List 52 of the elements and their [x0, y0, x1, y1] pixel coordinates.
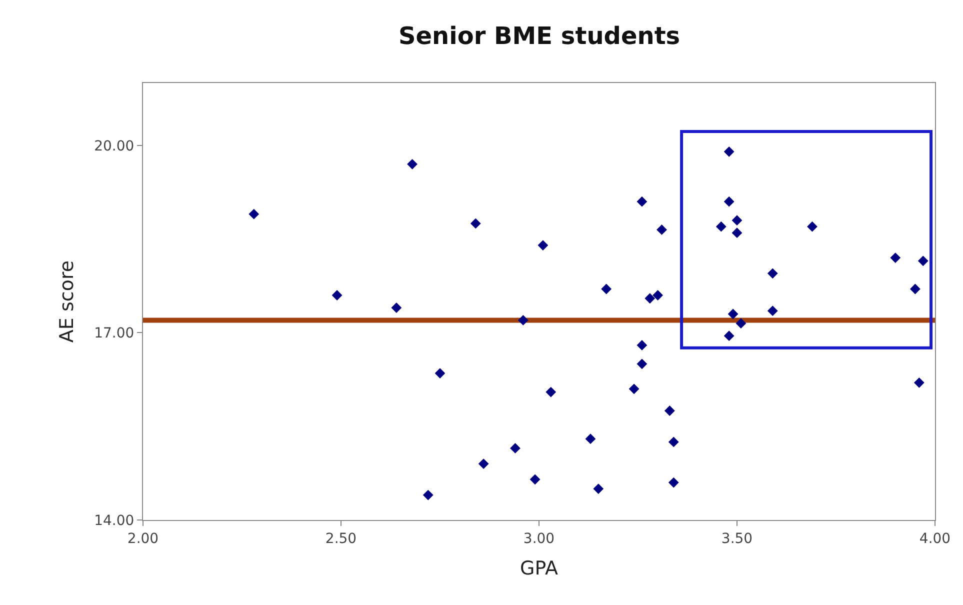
- point: [470, 218, 481, 229]
- point: [910, 284, 920, 294]
- point: [656, 224, 667, 235]
- point: [538, 240, 548, 251]
- point: [767, 306, 778, 316]
- x-axis-title: GPA: [520, 558, 558, 580]
- x-tick-label: 2.50: [325, 530, 357, 547]
- point: [732, 228, 742, 238]
- x-tick-label: 3.00: [523, 530, 555, 547]
- point: [716, 221, 726, 232]
- x-tick-label: 4.00: [919, 530, 951, 547]
- point: [636, 340, 648, 350]
- y-tick-label: 20.00: [94, 138, 134, 154]
- point: [422, 490, 434, 500]
- point: [332, 290, 342, 300]
- point: [601, 284, 612, 294]
- point: [732, 215, 742, 226]
- point: [593, 484, 604, 494]
- point: [728, 308, 738, 320]
- point: [628, 384, 640, 394]
- point: [585, 434, 596, 444]
- point: [652, 290, 663, 300]
- point: [664, 406, 675, 416]
- point: [644, 293, 656, 304]
- point: [391, 302, 402, 313]
- chart-title: Senior BME students: [398, 22, 680, 50]
- point: [407, 158, 418, 170]
- point: [248, 208, 260, 220]
- point: [636, 196, 648, 207]
- y-tick-label: 17.00: [94, 326, 134, 342]
- point: [724, 146, 734, 157]
- point: [478, 458, 489, 470]
- y-tick-label: 14.00: [94, 512, 134, 529]
- point: [914, 377, 924, 388]
- point: [518, 315, 528, 326]
- point: [807, 221, 818, 232]
- point: [530, 474, 540, 485]
- point: [636, 358, 648, 370]
- point: [546, 386, 556, 398]
- x-tick-label: 3.50: [721, 530, 753, 547]
- point: [724, 330, 734, 342]
- point: [890, 252, 901, 263]
- point: [668, 477, 679, 488]
- point: [510, 443, 520, 454]
- point: [736, 318, 746, 329]
- point: [724, 196, 734, 207]
- point: [918, 256, 928, 266]
- x-tick-label: 2.00: [127, 530, 159, 547]
- y-axis-title: AE score: [56, 260, 78, 343]
- point: [767, 268, 778, 279]
- point: [434, 368, 446, 378]
- point: [668, 436, 679, 448]
